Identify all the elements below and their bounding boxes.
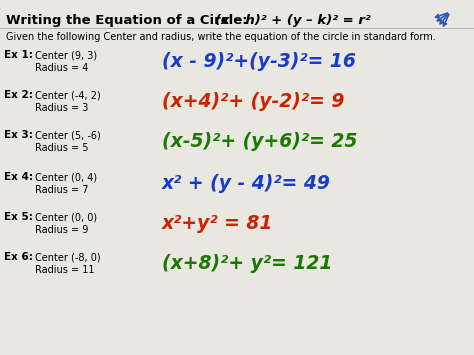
Text: Radius = 5: Radius = 5 [35, 143, 89, 153]
Text: Center (9, 3): Center (9, 3) [35, 50, 97, 60]
Text: Center (-4, 2): Center (-4, 2) [35, 90, 101, 100]
Text: Center (0, 0): Center (0, 0) [35, 212, 97, 222]
Text: Ex 5:: Ex 5: [4, 212, 33, 222]
Text: Ex 1:: Ex 1: [4, 50, 33, 60]
Text: Given the following Center and radius, write the equation of the circle in stand: Given the following Center and radius, w… [6, 32, 436, 42]
Text: Ex 4:: Ex 4: [4, 172, 33, 182]
Text: Ex 3:: Ex 3: [4, 130, 33, 140]
Text: x² + (y - 4)²= 49: x² + (y - 4)²= 49 [162, 174, 331, 193]
Text: Ex 6:: Ex 6: [4, 252, 33, 262]
Text: Radius = 7: Radius = 7 [35, 185, 89, 195]
Text: (x - 9)²+(y-3)²= 16: (x - 9)²+(y-3)²= 16 [162, 52, 356, 71]
Text: Center (5, -6): Center (5, -6) [35, 130, 101, 140]
Text: Radius = 11: Radius = 11 [35, 265, 94, 275]
Text: Radius = 4: Radius = 4 [35, 63, 88, 73]
Text: (x – h)² + (y – k)² = r²: (x – h)² + (y – k)² = r² [215, 14, 371, 27]
Text: Center (-8, 0): Center (-8, 0) [35, 252, 100, 262]
Text: x²+y² = 81: x²+y² = 81 [162, 214, 273, 233]
Text: (x-5)²+ (y+6)²= 25: (x-5)²+ (y+6)²= 25 [162, 132, 357, 151]
Text: Writing the Equation of a Circle:: Writing the Equation of a Circle: [6, 14, 247, 27]
Text: (x+8)²+ y²= 121: (x+8)²+ y²= 121 [162, 254, 332, 273]
Text: Ex 2:: Ex 2: [4, 90, 33, 100]
Text: Radius = 9: Radius = 9 [35, 225, 88, 235]
Text: Center (0, 4): Center (0, 4) [35, 172, 97, 182]
Text: Radius = 3: Radius = 3 [35, 103, 88, 113]
Text: (x+4)²+ (y-2)²= 9: (x+4)²+ (y-2)²= 9 [162, 92, 345, 111]
